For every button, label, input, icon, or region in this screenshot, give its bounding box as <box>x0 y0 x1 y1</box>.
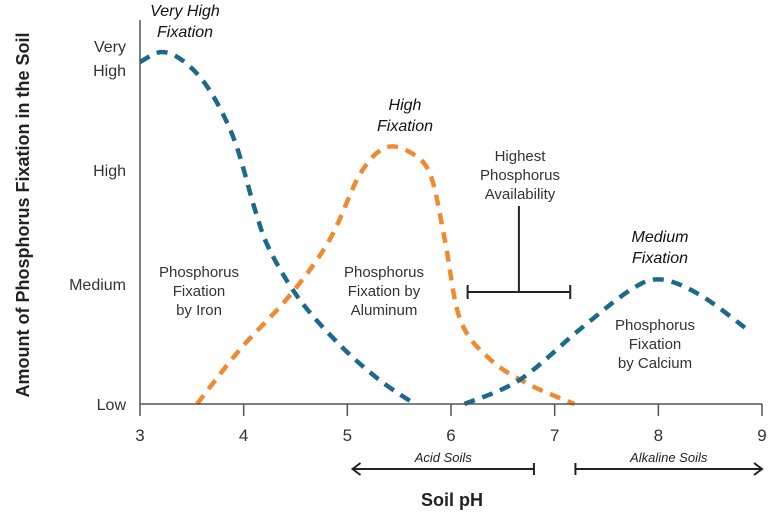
highest-availability-annotation: Highest Phosphorus Availability <box>466 148 572 299</box>
y-axis-label: Amount of Phosphorus Fixation in the Soi… <box>13 33 33 398</box>
x-tick-label: 8 <box>654 426 663 445</box>
x-tick-label: 4 <box>239 426 248 445</box>
series-line-calcium <box>463 277 749 407</box>
arrowhead-left-icon <box>350 462 362 476</box>
y-tick-label: Low <box>97 397 127 414</box>
x-tick-label: 3 <box>135 426 144 445</box>
series-label-aluminum: Phosphorus Fixation by Aluminum <box>344 264 424 319</box>
x-tick-label: 9 <box>757 426 766 445</box>
arrowhead-right-icon <box>753 462 764 476</box>
annotation-line: Highest <box>495 148 547 165</box>
peak-label-calcium: Medium Fixation <box>632 229 689 267</box>
acid-soils-label: Acid Soils <box>414 450 473 465</box>
series-label-iron: Phosphorus Fixation by Iron <box>159 264 239 319</box>
series-line-iron <box>138 49 416 406</box>
peak-label-aluminum: High Fixation <box>377 97 433 135</box>
peak-label-iron: Very High Fixation <box>150 3 220 41</box>
alkaline-soils-label: Alkaline Soils <box>629 450 708 465</box>
x-tick-label: 5 <box>343 426 352 445</box>
x-axis-label: Soil pH <box>421 490 483 510</box>
series-label-calcium: Phosphorus Fixation by Calcium <box>615 317 695 372</box>
y-tick-label: Very High <box>93 39 126 80</box>
x-tick-label: 7 <box>550 426 559 445</box>
y-tick-label: Medium <box>69 277 126 294</box>
x-tick-label: 6 <box>446 426 455 445</box>
series-line-aluminum <box>195 144 576 407</box>
y-tick-label: High <box>93 163 126 180</box>
